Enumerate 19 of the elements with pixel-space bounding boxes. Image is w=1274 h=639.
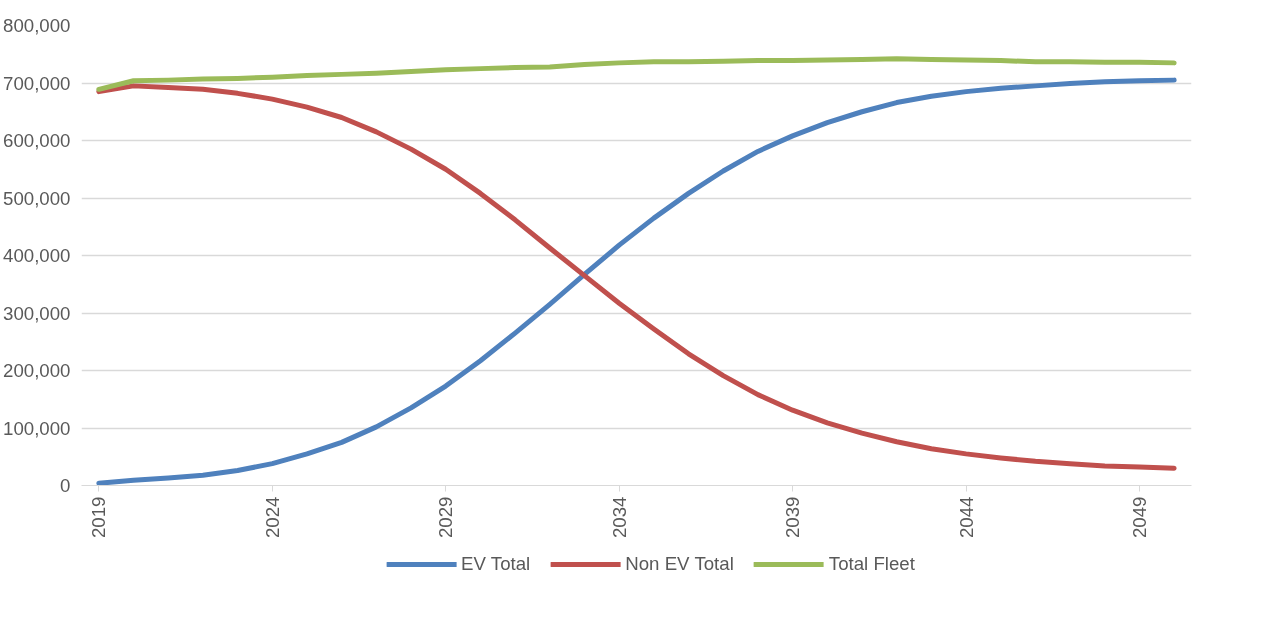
legend-label: Non EV Total — [625, 552, 734, 575]
x-tick-label: 2044 — [955, 496, 977, 538]
y-tick-label: 600,000 — [3, 130, 71, 151]
x-tick-label: 2029 — [435, 496, 457, 538]
y-tick-label: 700,000 — [3, 72, 71, 94]
x-tick-label: 2019 — [88, 496, 110, 538]
y-tick-label: 500,000 — [3, 187, 71, 209]
legend-label: Total Fleet — [828, 552, 915, 575]
x-tick-label: 2024 — [261, 496, 283, 538]
y-tick-label: 100,000 — [3, 417, 71, 439]
x-tick-label: 2049 — [1128, 496, 1150, 538]
legend-label: EV Total — [461, 552, 531, 575]
x-tick-label: 2039 — [782, 496, 804, 538]
y-tick-label: 800,000 — [3, 15, 71, 36]
y-tick-label: 400,000 — [3, 245, 71, 266]
x-tick-label: 2034 — [608, 496, 630, 538]
y-tick-label: 300,000 — [3, 302, 71, 324]
y-tick-label: 200,000 — [3, 360, 71, 381]
y-tick-label: 0 — [60, 475, 71, 496]
